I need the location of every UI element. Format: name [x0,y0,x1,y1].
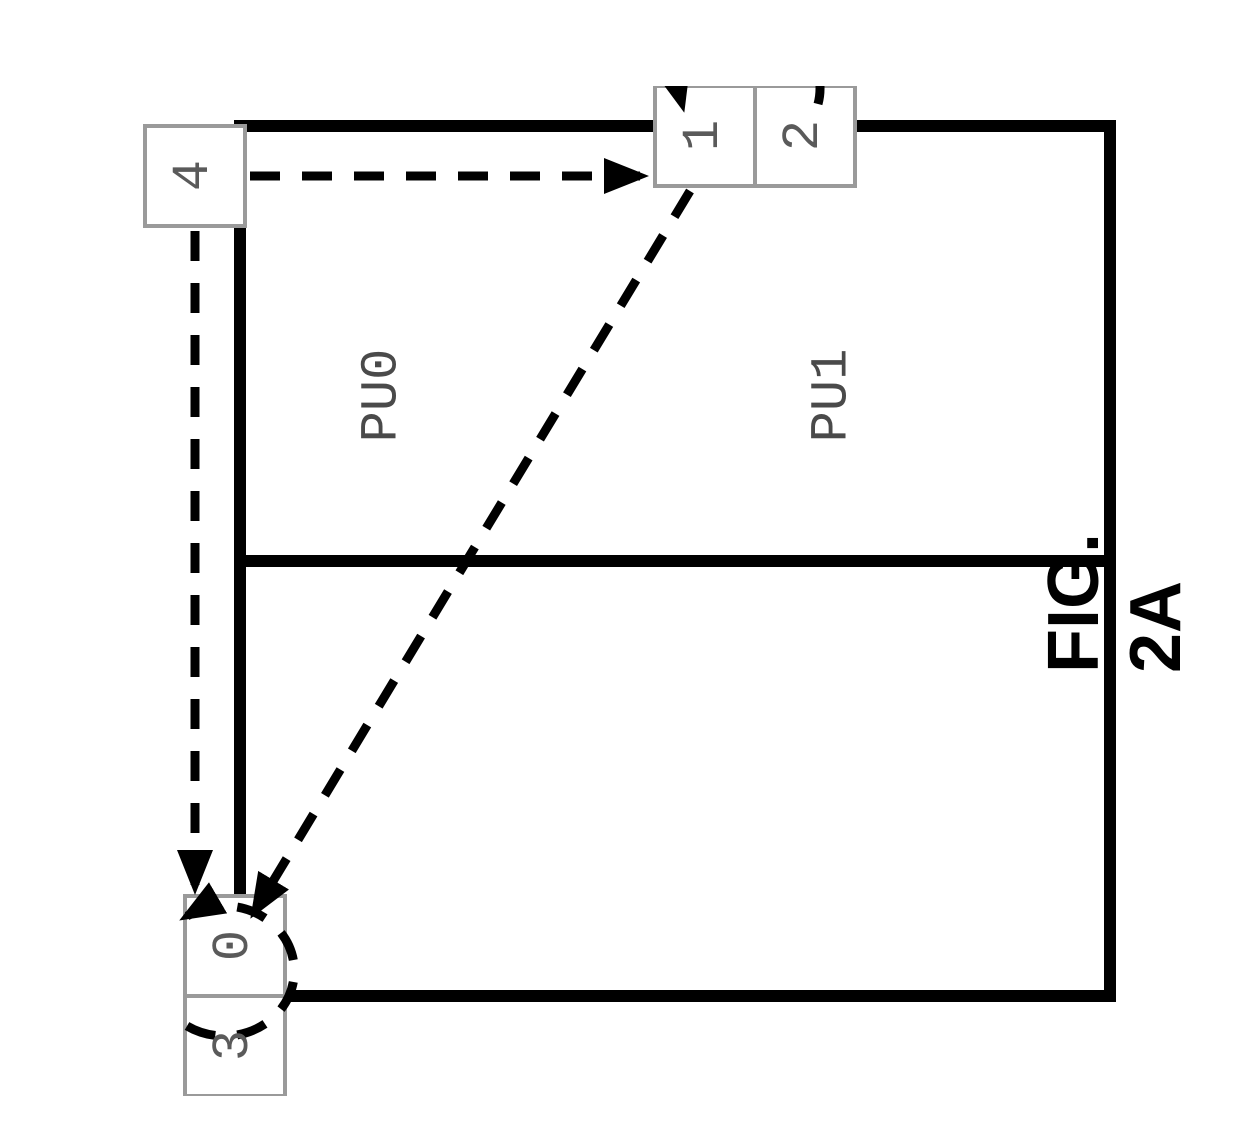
pu1-label: PU1 [802,348,861,442]
box-0-label: 0 [204,929,263,960]
pu0-label: PU0 [352,348,411,442]
diagram-container: PU0 PU1 4 1 2 0 3 FIG. 2A [70,86,1170,1036]
figure-title: FIG. 2A [1033,533,1197,673]
box-4-label: 4 [164,159,223,190]
box-1-label: 1 [674,119,733,150]
arrow-1-to-0 [255,191,690,911]
box-2-label: 2 [774,119,833,150]
box-3-label: 3 [204,1029,263,1060]
